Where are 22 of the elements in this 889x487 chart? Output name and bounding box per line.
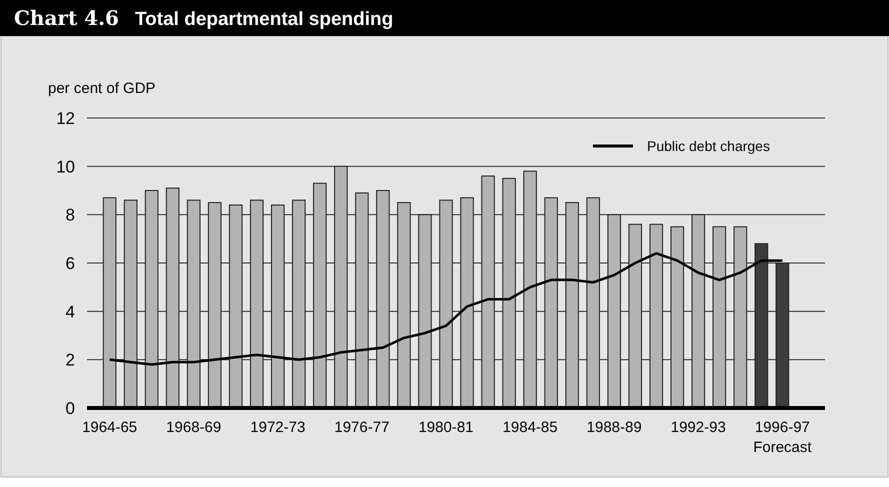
y-axis-title: per cent of GDP	[48, 80, 156, 97]
line-series	[108, 252, 784, 366]
x-tick-label: 1992-93	[670, 419, 726, 436]
x-tick-label: 1980-81	[418, 419, 474, 436]
y-tick-label: 4	[66, 302, 75, 322]
x-tick-label: 1988-89	[586, 419, 642, 436]
chart-subtitle: Total departmental spending	[134, 9, 394, 30]
x-tick-label: 1972-73	[250, 419, 306, 436]
x-tick-label: 1968-69	[166, 419, 222, 436]
x-tick-label: 1996-97	[754, 419, 810, 436]
y-tick-label: 12	[56, 108, 75, 128]
x-tick-label: 1964-65	[82, 419, 138, 436]
y-tick-label: 0	[66, 398, 75, 418]
text: Forecast	[753, 439, 812, 456]
y-tick-label: 10	[56, 157, 75, 176]
y-tick-label: 6	[66, 254, 75, 273]
legend-label: Public debt charges	[647, 138, 770, 154]
x-tick-label: 1976-77	[334, 419, 390, 436]
x-tick-label: 1984-85	[502, 419, 558, 436]
y-tick-label: 8	[66, 206, 75, 225]
y-tick-label: 2	[66, 350, 75, 370]
chart-title: Chart 4.6	[14, 6, 119, 30]
